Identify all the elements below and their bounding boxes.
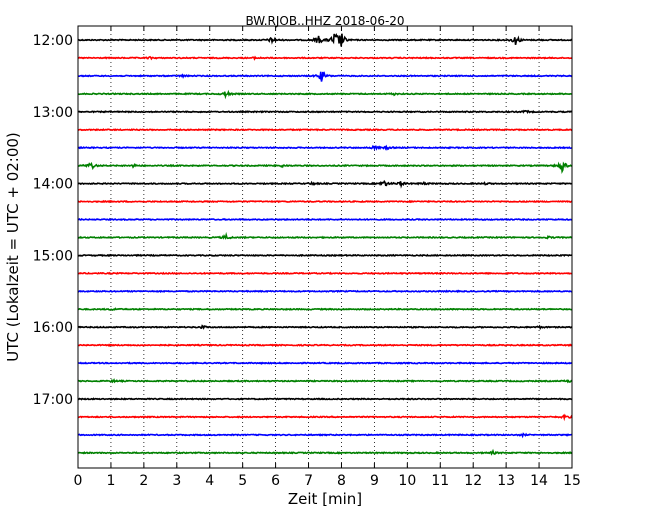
x-tick-label: 6	[271, 473, 280, 489]
y-tick-label: 14:00	[33, 177, 73, 193]
x-tick-label: 3	[172, 473, 181, 489]
x-tick-label: 13	[497, 473, 515, 489]
trace-line	[77, 289, 573, 294]
x-tick-label: 15	[563, 473, 581, 489]
trace-line	[77, 71, 573, 82]
x-tick-label: 4	[205, 473, 214, 489]
x-tick-label: 7	[304, 473, 313, 489]
trace-line	[77, 179, 573, 189]
x-tick-label: 14	[530, 473, 548, 489]
trace-line	[77, 161, 572, 174]
trace-line	[77, 231, 573, 240]
trace-line	[77, 55, 573, 61]
x-tick-label: 1	[106, 473, 115, 489]
trace-line	[77, 144, 573, 151]
x-tick-label: 5	[238, 473, 247, 489]
trace-line	[77, 448, 573, 456]
x-tick-label: 12	[464, 473, 482, 489]
y-tick-label: 16:00	[33, 320, 73, 336]
trace-line	[77, 361, 573, 365]
trace-line	[78, 307, 573, 312]
y-tick-label: 15:00	[33, 248, 73, 264]
trace-line	[77, 324, 573, 331]
trace-line	[77, 432, 573, 439]
trace-line	[77, 199, 573, 204]
x-tick-label: 11	[431, 473, 449, 489]
trace-line	[77, 343, 573, 347]
y-tick-label: 17:00	[33, 392, 73, 408]
x-tick-label: 8	[337, 473, 346, 489]
trace-group	[77, 32, 573, 456]
y-tick-label: 12:00	[33, 33, 73, 49]
y-tick-label: 13:00	[33, 105, 73, 121]
trace-line	[77, 378, 573, 384]
trace-line	[77, 128, 573, 132]
x-tick-label: 9	[370, 473, 379, 489]
trace-line	[77, 413, 573, 422]
grid-lines	[110, 26, 540, 468]
trace-line	[77, 109, 573, 114]
trace-line	[77, 253, 573, 258]
x-tick-label: 10	[398, 473, 416, 489]
trace-line	[77, 397, 573, 401]
trace-line	[77, 32, 573, 47]
x-tick-label: 0	[74, 473, 83, 489]
plot-frame	[77, 25, 573, 469]
trace-line	[77, 271, 573, 276]
y-axis-label: UTC (Lokalzeit = UTC + 02:00)	[4, 132, 22, 362]
x-axis-label: Zeit [min]	[288, 490, 362, 508]
trace-line	[77, 217, 573, 222]
axis-ticks: 0 1 2 3 4 5 6 7 8 9 10 11 12 13 14 1512:0013:0014:0015:…	[33, 26, 581, 489]
x-tick-label: 2	[139, 473, 148, 489]
chart-title: BW.RJOB..HHZ 2018-06-20	[245, 14, 404, 28]
trace-line	[77, 89, 573, 100]
